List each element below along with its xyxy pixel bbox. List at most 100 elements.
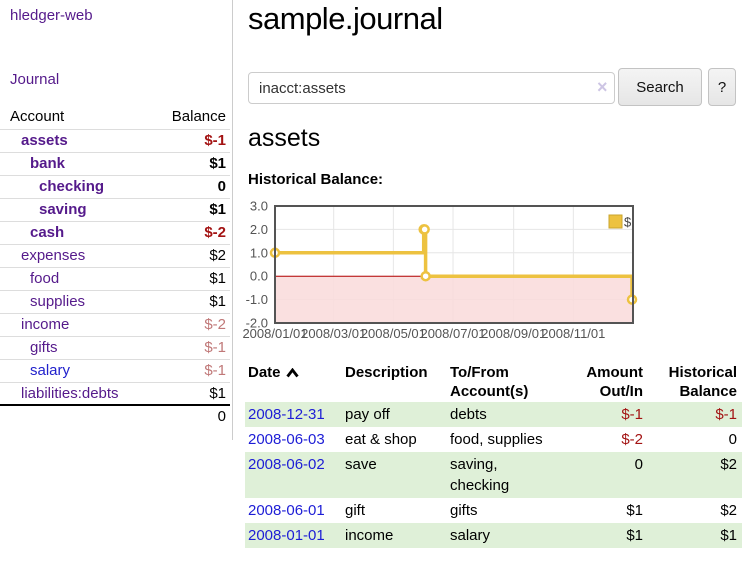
account-balance: $-2 bbox=[204, 224, 226, 241]
accounts-total-row: 0 bbox=[0, 404, 230, 427]
register-amount: $1 bbox=[626, 527, 643, 544]
negative-region bbox=[275, 276, 633, 323]
register-header-row: Date Description To/From Account(s) Amou… bbox=[245, 362, 742, 402]
historical-balance-chart[interactable]: 3.0 2.0 1.0 0.0 -1.0 -2.02008/01/012008/03/01… bbox=[240, 196, 742, 348]
account-link[interactable]: bank bbox=[30, 155, 66, 172]
data-point-marker bbox=[419, 224, 430, 235]
x-axis-tick-label: 2008/05/01 bbox=[361, 326, 426, 341]
register-row: 2008-06-02 save saving, checking 0 $2 bbox=[245, 452, 742, 498]
register-date-link[interactable]: 2008-06-02 bbox=[248, 456, 325, 473]
account-link[interactable]: gifts bbox=[30, 339, 58, 356]
register-description: save bbox=[345, 456, 377, 473]
account-row: bank $1 bbox=[0, 152, 230, 175]
y-axis-tick-label: -2.0 bbox=[246, 316, 268, 331]
register-header-amount: Amount Out/In bbox=[586, 364, 643, 400]
register-balance: $-1 bbox=[715, 406, 737, 423]
account-row: checking 0 bbox=[0, 175, 230, 198]
register-accounts: salary bbox=[450, 527, 491, 544]
account-row: assets $-1 bbox=[0, 129, 230, 152]
main-content: sample.journal × Search ? assets Histori… bbox=[242, 0, 742, 582]
account-balance: $1 bbox=[209, 201, 226, 218]
register-balance: $2 bbox=[720, 502, 737, 519]
register-description: eat & shop bbox=[345, 431, 417, 448]
x-axis-tick-label: 2008/09/01 bbox=[481, 326, 546, 341]
x-axis-tick-label: 2008/03/01 bbox=[301, 326, 366, 341]
account-balance: $1 bbox=[209, 155, 226, 172]
account-link[interactable]: supplies bbox=[30, 293, 86, 310]
x-axis-tick-label: 2008/01/01 bbox=[242, 326, 307, 341]
register-date-link[interactable]: 2008-12-31 bbox=[248, 406, 325, 423]
register-header-description: Description bbox=[345, 364, 428, 381]
account-balance: $2 bbox=[209, 247, 226, 264]
account-balance: $1 bbox=[209, 293, 226, 310]
account-balance: $1 bbox=[209, 270, 226, 287]
register-amount: $-1 bbox=[621, 406, 643, 423]
register-date-link[interactable]: 2008-01-01 bbox=[248, 527, 325, 544]
accounts-header-account: Account bbox=[10, 107, 65, 125]
register-description: pay off bbox=[345, 406, 390, 423]
account-link[interactable]: assets bbox=[21, 132, 68, 149]
register-header-accounts: To/From Account(s) bbox=[450, 364, 529, 400]
account-link[interactable]: cash bbox=[30, 224, 65, 241]
account-row: cash $-2 bbox=[0, 221, 230, 244]
search-button[interactable]: Search bbox=[618, 68, 702, 106]
register-balance: 0 bbox=[728, 431, 737, 448]
register-date-link[interactable]: 2008-06-03 bbox=[248, 431, 325, 448]
y-axis-tick-label: 3.0 bbox=[250, 199, 268, 214]
search-input[interactable] bbox=[248, 72, 615, 104]
chart-section-label: Historical Balance: bbox=[248, 171, 384, 188]
register-table: Date Description To/From Account(s) Amou… bbox=[245, 362, 742, 548]
register-header-date[interactable]: Date bbox=[245, 362, 345, 402]
register-balance: $2 bbox=[720, 456, 737, 473]
account-balance: $-1 bbox=[204, 132, 226, 149]
account-link[interactable]: saving bbox=[39, 201, 87, 218]
y-axis-tick-label: 1.0 bbox=[250, 245, 268, 260]
account-row: saving $1 bbox=[0, 198, 230, 221]
accounts-header-row: Account Balance bbox=[0, 104, 230, 129]
x-axis-tick-label: 2008/11/01 bbox=[541, 326, 605, 341]
register-row: 2008-12-31 pay off debts $-1 $-1 bbox=[245, 402, 742, 427]
account-link[interactable]: liabilities:debts bbox=[21, 384, 119, 402]
register-row: 2008-01-01 income salary $1 $1 bbox=[245, 523, 742, 548]
account-balance: $-2 bbox=[204, 316, 226, 333]
account-link[interactable]: expenses bbox=[21, 247, 86, 264]
account-row: food $1 bbox=[0, 267, 230, 290]
legend-label: $ bbox=[624, 215, 632, 230]
register-date-link[interactable]: 2008-06-01 bbox=[248, 502, 325, 519]
register-amount: $-2 bbox=[621, 431, 643, 448]
y-axis-tick-label: 0.0 bbox=[250, 269, 268, 284]
accounts-total-value: 0 bbox=[0, 404, 230, 427]
register-accounts: gifts bbox=[450, 502, 478, 519]
data-point-marker bbox=[420, 270, 431, 282]
account-row: supplies $1 bbox=[0, 290, 230, 313]
legend-swatch bbox=[608, 214, 623, 229]
account-balance: $-1 bbox=[204, 362, 226, 379]
account-link[interactable]: income bbox=[21, 316, 70, 333]
account-balance: $-1 bbox=[204, 339, 226, 356]
account-link[interactable]: salary bbox=[30, 362, 71, 379]
sort-ascending-icon bbox=[285, 367, 299, 378]
register-accounts: debts bbox=[450, 406, 487, 423]
accounts-table: Account Balance assets $-1 bank $1 checking 0… bbox=[0, 104, 230, 427]
account-row: expenses $2 bbox=[0, 244, 230, 267]
account-link[interactable]: food bbox=[30, 270, 60, 287]
account-row: income $-2 bbox=[0, 313, 230, 336]
register-accounts: saving, checking bbox=[450, 456, 510, 494]
register-description: gift bbox=[345, 502, 366, 519]
sidebar-item-journal[interactable]: Journal bbox=[10, 71, 60, 88]
x-axis-tick-label: 2008/07/01 bbox=[420, 326, 485, 341]
app-brand-link[interactable]: hledger-web bbox=[10, 7, 93, 24]
search-form: × Search ? bbox=[248, 68, 742, 108]
account-heading: assets bbox=[248, 124, 321, 152]
account-row: gifts $-1 bbox=[0, 336, 230, 359]
account-balance: 0 bbox=[217, 178, 226, 195]
accounts-header-balance: Balance bbox=[171, 107, 226, 125]
register-accounts: food, supplies bbox=[450, 431, 543, 448]
account-link[interactable]: checking bbox=[39, 178, 105, 195]
page-title: sample.journal bbox=[248, 1, 443, 36]
account-row: liabilities:debts $1 bbox=[0, 382, 230, 405]
help-button[interactable]: ? bbox=[708, 68, 736, 106]
clear-search-icon[interactable]: × bbox=[597, 77, 608, 97]
register-row: 2008-06-01 gift gifts $1 $2 bbox=[245, 498, 742, 523]
register-row: 2008-06-03 eat & shop food, supplies $-2 0 bbox=[245, 427, 742, 452]
